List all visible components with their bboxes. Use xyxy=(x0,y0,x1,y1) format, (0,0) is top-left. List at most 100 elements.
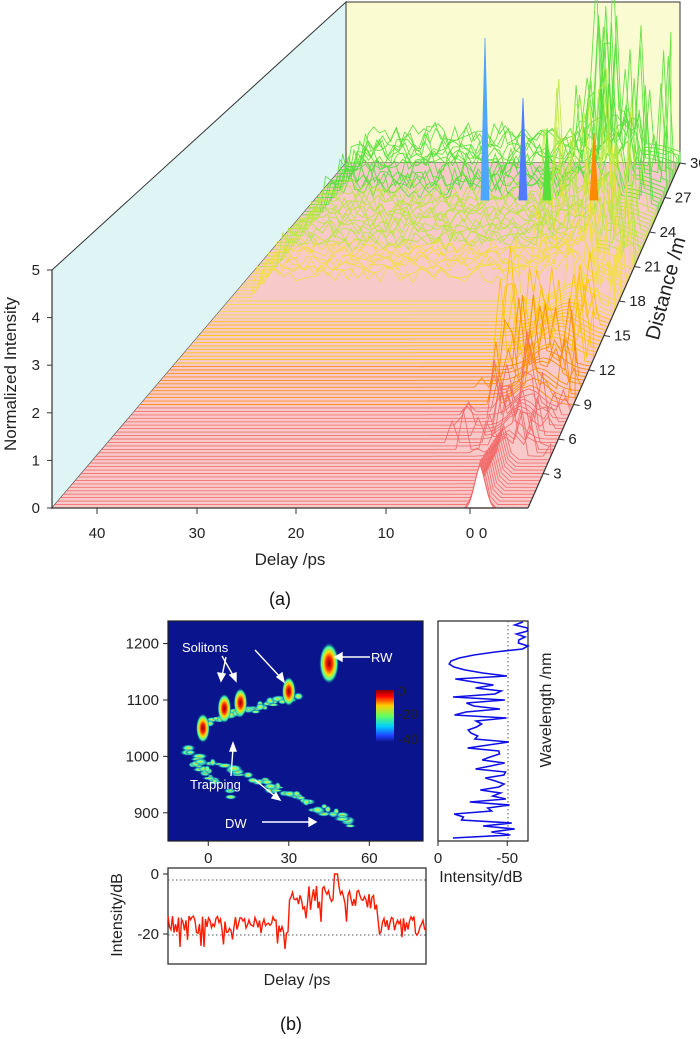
x-tick-label: 0 xyxy=(479,525,487,542)
panel-a-xlabel: Delay /ps xyxy=(255,550,326,569)
panel-b-caption: (b) xyxy=(280,1014,302,1034)
map-annotations xyxy=(216,649,370,828)
waterfall-trace xyxy=(99,411,553,454)
soliton-mark xyxy=(195,713,210,744)
map-speckle xyxy=(223,794,238,800)
spectrum-ylabel: Wavelength /nm xyxy=(538,652,555,767)
map-speckle xyxy=(209,757,217,767)
z-tick-label: 24 xyxy=(660,224,677,241)
z-tick xyxy=(619,300,626,303)
spectrum-line xyxy=(448,621,530,839)
temporal-y-tick-label: 0 xyxy=(151,866,159,883)
waterfall-trace xyxy=(293,83,654,226)
map-speckle xyxy=(310,805,325,814)
z-tick xyxy=(543,473,550,475)
waterfall-trace xyxy=(193,273,602,343)
peak-spike xyxy=(480,37,490,201)
waterfall-trace xyxy=(87,428,547,468)
annotation-dw: DW xyxy=(225,816,247,831)
map-y-tick-label: 1100 xyxy=(127,692,159,709)
y-tick-label: 4 xyxy=(32,310,40,327)
temporal-axes: 0 -20 xyxy=(137,866,168,943)
waterfall-trace xyxy=(340,15,678,171)
z-tick-label: 6 xyxy=(568,431,576,448)
z-tick xyxy=(588,369,595,372)
z-tick-label: 12 xyxy=(599,362,616,379)
z-tick xyxy=(603,335,611,337)
map-speckle xyxy=(211,778,218,784)
map-speckle xyxy=(193,758,207,765)
panel-a-x-axis: 40 30 20 10 0 0 xyxy=(89,508,487,542)
x-tick-label: 40 xyxy=(89,525,106,542)
waterfall-trace xyxy=(187,267,599,350)
panel-a-zlabel: Distance /m xyxy=(642,235,691,343)
map-y-tick-label: 1000 xyxy=(126,748,159,765)
peak-spike xyxy=(542,127,552,201)
panel-a-waterfall-traces xyxy=(52,0,681,509)
soliton-mark xyxy=(233,687,248,718)
waterfall-trace xyxy=(222,231,617,309)
spectrum-axes: 0 -50 xyxy=(434,841,518,867)
z-tick-label: 21 xyxy=(644,259,661,276)
waterfall-trace xyxy=(90,425,548,464)
waterfall-trace xyxy=(75,439,541,481)
y-tick-label: 0 xyxy=(32,500,40,517)
waterfall-trace xyxy=(69,445,538,488)
map-speckle xyxy=(344,824,357,828)
map-speckle xyxy=(334,816,350,822)
map-speckle xyxy=(282,790,297,798)
panel-a-ylabel: Normalized Intensity xyxy=(1,297,20,452)
x-tick-label: 0 xyxy=(466,525,474,542)
waterfall-trace xyxy=(152,327,581,392)
waterfall-trace xyxy=(134,330,572,412)
z-tick-label: 9 xyxy=(584,397,592,414)
map-x-tick-label: 30 xyxy=(280,850,297,867)
map-axes: 0 30 60 1200 1100 1000 900 xyxy=(126,636,378,867)
waterfall-trace xyxy=(110,388,559,440)
panel-b-temporal: 0 -20 Delay /ps Intensity/dB xyxy=(109,866,427,989)
y-tick-label: 2 xyxy=(32,405,40,422)
z-tick xyxy=(573,404,580,406)
x-tick-label: 30 xyxy=(189,525,206,542)
map-speckle xyxy=(204,764,211,773)
waterfall-trace xyxy=(96,410,552,457)
spectrum-x-tick-label: 0 xyxy=(434,850,442,867)
soliton-mark xyxy=(217,693,232,724)
waterfall-trace xyxy=(163,294,587,378)
waterfall-trace xyxy=(337,98,676,174)
map-speckle xyxy=(327,812,339,817)
map-speckle xyxy=(292,790,302,797)
colorbar-tick-label: -20 xyxy=(398,706,418,722)
map-speckle xyxy=(242,771,255,779)
map-speckle xyxy=(225,764,243,773)
z-tick xyxy=(679,162,687,165)
peak-spike xyxy=(589,132,599,201)
waterfall-trace xyxy=(63,449,535,495)
waterfall-trace xyxy=(160,337,585,381)
map-speckle xyxy=(185,750,196,755)
panel-a-y-axis: 0 1 2 3 4 5 xyxy=(32,262,52,517)
map-y-tick-label: 1200 xyxy=(126,636,159,653)
z-tick-label: 15 xyxy=(614,328,631,345)
colorbar-tick-label: 0 xyxy=(398,683,406,699)
map-speckle xyxy=(227,788,234,793)
map-speckle xyxy=(302,798,311,807)
z-tick-label: 3 xyxy=(553,466,561,483)
y-tick-label: 3 xyxy=(32,357,40,374)
spectrum-x-tick-label: -50 xyxy=(496,850,518,867)
temporal-xlabel: Delay /ps xyxy=(264,972,331,989)
waterfall-trace xyxy=(116,370,562,433)
map-speckle xyxy=(250,709,261,714)
waterfall-trace xyxy=(107,396,557,443)
spectrum-xlabel: Intensity/dB xyxy=(439,869,523,886)
panel-b-spectrum: 0 -50 Intensity/dB Wavelength /nm xyxy=(434,620,555,886)
waterfall-trace xyxy=(219,204,616,312)
annotation-trapping: Trapping xyxy=(190,777,241,792)
waterfall-trace xyxy=(140,372,575,405)
y-tick-label: 1 xyxy=(32,452,40,469)
waterfall-trace xyxy=(93,423,550,461)
z-tick-label: 18 xyxy=(629,293,646,310)
panel-a-back-wall xyxy=(345,1,681,164)
waterfall-trace xyxy=(54,457,530,506)
